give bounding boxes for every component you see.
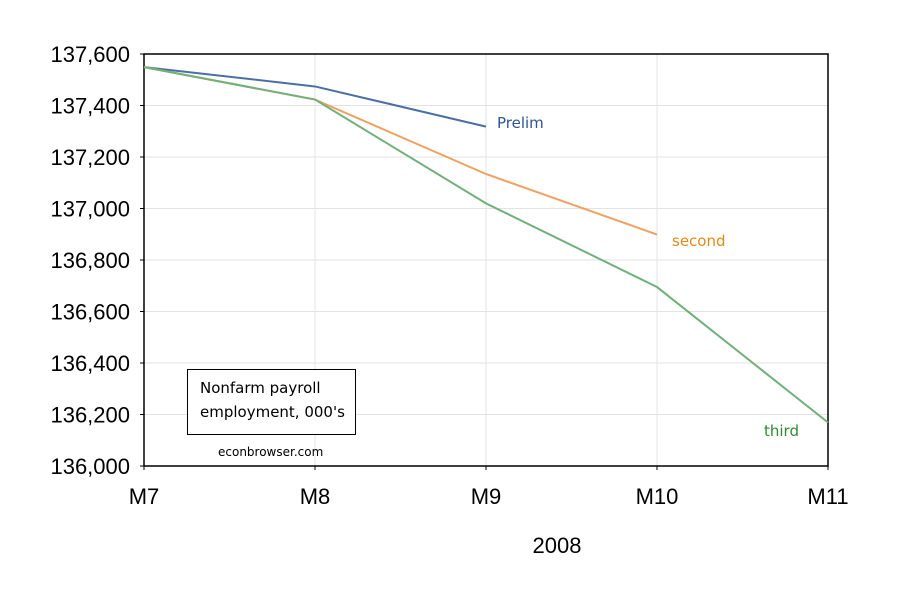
annotation-box: Nonfarm payroll employment, 000's (187, 369, 356, 435)
x-tick-label: M10 (636, 484, 679, 509)
plot-frame (143, 53, 829, 467)
y-tick-label: 137,600 (50, 42, 130, 67)
series-label-third: third (764, 422, 799, 440)
x-axis-label: 2008 (533, 533, 582, 558)
x-tick-label: M9 (471, 484, 502, 509)
y-tick-label: 136,200 (50, 403, 130, 428)
series-line-prelim (143, 66, 487, 128)
y-tick-label: 136,400 (50, 351, 130, 376)
source-label: econbrowser.com (218, 445, 324, 459)
y-tick-label: 136,000 (50, 454, 130, 479)
series-label-second: second (672, 232, 726, 250)
y-tick-label: 136,600 (50, 300, 130, 325)
y-tick-label: 136,800 (50, 248, 130, 273)
y-tick-label: 137,000 (50, 197, 130, 222)
x-tick-label: M7 (129, 484, 160, 509)
series-line-third (143, 66, 829, 424)
x-tick-label: M11 (807, 484, 848, 509)
y-tick-label: 137,400 (50, 94, 130, 119)
x-tick-label: M8 (300, 484, 331, 509)
series-label-prelim: Prelim (497, 114, 544, 132)
annotation-line-1: Nonfarm payroll (200, 379, 321, 397)
annotation-line-2: employment, 000's (200, 403, 345, 421)
y-tick-label: 137,200 (50, 145, 130, 170)
